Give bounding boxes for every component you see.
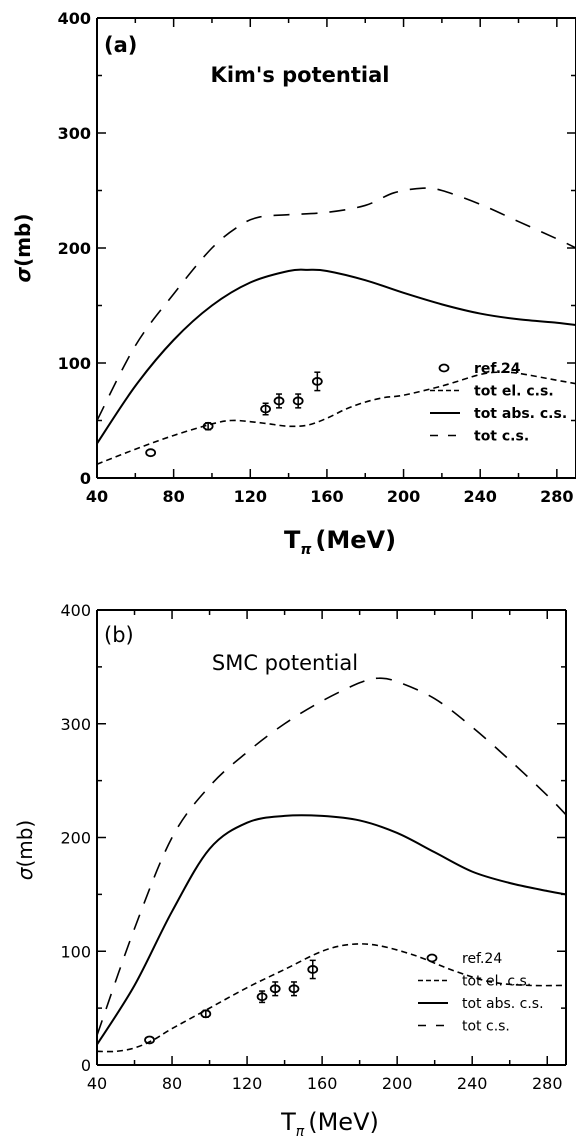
data-point xyxy=(273,396,285,406)
legend-label: tot el. c.s. xyxy=(462,974,531,990)
legend-label: tot c.s. xyxy=(474,429,529,445)
x-tick-label: 120 xyxy=(234,487,267,506)
plot-area xyxy=(97,677,566,1053)
x-axis-label-unit: (MeV) xyxy=(315,526,396,554)
series-line-tot-abs-c-s xyxy=(97,268,576,445)
x-tick-label: 240 xyxy=(457,1074,488,1093)
data-point xyxy=(292,396,304,406)
y-axis-label-symbol: σ xyxy=(13,866,37,880)
y-axis-label-unit: (mb) xyxy=(13,820,37,868)
y-tick-label: 100 xyxy=(60,942,91,961)
x-tick-label: 40 xyxy=(87,1074,107,1093)
x-axis-label-main: T xyxy=(284,526,301,554)
x-tick-label: 240 xyxy=(463,487,496,506)
y-axis-label: σ(mb) xyxy=(13,820,37,880)
y-tick-label: 300 xyxy=(60,715,91,734)
chart-panel-a: 40 80 120 160 200 240 280 0 100 200 300 400 (a) Kim's… xyxy=(11,9,576,558)
chart-title: Kim's potential xyxy=(211,63,390,87)
y-tick-label: 100 xyxy=(58,354,91,373)
legend-label: ref.24 xyxy=(474,361,521,377)
data-point xyxy=(311,376,323,386)
y-tick-label: 400 xyxy=(58,9,91,28)
y-tick-label: 200 xyxy=(60,829,91,848)
y-axis-label-symbol: σ xyxy=(11,267,35,283)
x-tick-label: 80 xyxy=(162,1074,182,1093)
x-axis-label-unit: (MeV) xyxy=(308,1108,379,1136)
y-tick-label: 400 xyxy=(60,601,91,620)
x-tick-label: 200 xyxy=(382,1074,413,1093)
data-point xyxy=(144,1035,155,1045)
legend-marker xyxy=(426,953,438,963)
legend-label: tot abs. c.s. xyxy=(462,996,544,1012)
series-line-tot-el-c-s xyxy=(97,943,566,1053)
legend-marker xyxy=(438,363,450,373)
plot-area xyxy=(97,187,576,465)
series-line-tot-el-c-s xyxy=(97,371,576,465)
x-axis-label-sub: π xyxy=(296,1124,305,1140)
x-tick-label: 200 xyxy=(387,487,420,506)
y-tick-label: 0 xyxy=(80,469,91,488)
series-line-tot-c-s xyxy=(97,187,576,421)
panel-label: (a) xyxy=(104,33,137,57)
x-axis-label-main: T xyxy=(280,1108,296,1136)
data-point xyxy=(145,448,157,458)
y-tick-label: 200 xyxy=(58,239,91,258)
y-tick-label: 0 xyxy=(81,1056,91,1075)
series-line-tot-abs-c-s xyxy=(97,814,566,1046)
x-tick-label: 160 xyxy=(310,487,343,506)
x-axis-label: Tπ (MeV) xyxy=(280,1108,379,1140)
x-tick-label: 280 xyxy=(532,1074,563,1093)
data-point xyxy=(260,404,272,414)
legend-label: tot abs. c.s. xyxy=(474,406,567,422)
legend-label: ref.24 xyxy=(462,951,502,967)
x-axis-label: Tπ (MeV) xyxy=(284,526,396,558)
legend-label: tot c.s. xyxy=(462,1019,510,1035)
x-tick-label: 160 xyxy=(307,1074,338,1093)
data-point xyxy=(307,965,319,974)
series-line-tot-c-s xyxy=(97,677,566,1036)
data-point xyxy=(269,984,281,994)
x-tick-label: 40 xyxy=(86,487,108,506)
data-point xyxy=(200,1009,212,1019)
data-point xyxy=(256,992,268,1002)
x-tick-label: 80 xyxy=(163,487,185,506)
data-point xyxy=(288,984,300,994)
legend-label: tot el. c.s. xyxy=(474,384,554,400)
chart-title: SMC potential xyxy=(212,651,358,675)
y-axis-label-unit: (mb) xyxy=(11,213,35,266)
x-tick-label: 280 xyxy=(540,487,573,506)
x-tick-label: 120 xyxy=(232,1074,263,1093)
y-tick-label: 300 xyxy=(58,124,91,143)
x-axis-label-sub: π xyxy=(300,542,312,558)
y-axis-label: σ(mb) xyxy=(11,213,35,282)
panel-label: (b) xyxy=(104,623,134,647)
chart-panel-b: 40 80 120 160 200 240 280 0 100 200 300 400 (b) SMC p… xyxy=(13,601,567,1140)
